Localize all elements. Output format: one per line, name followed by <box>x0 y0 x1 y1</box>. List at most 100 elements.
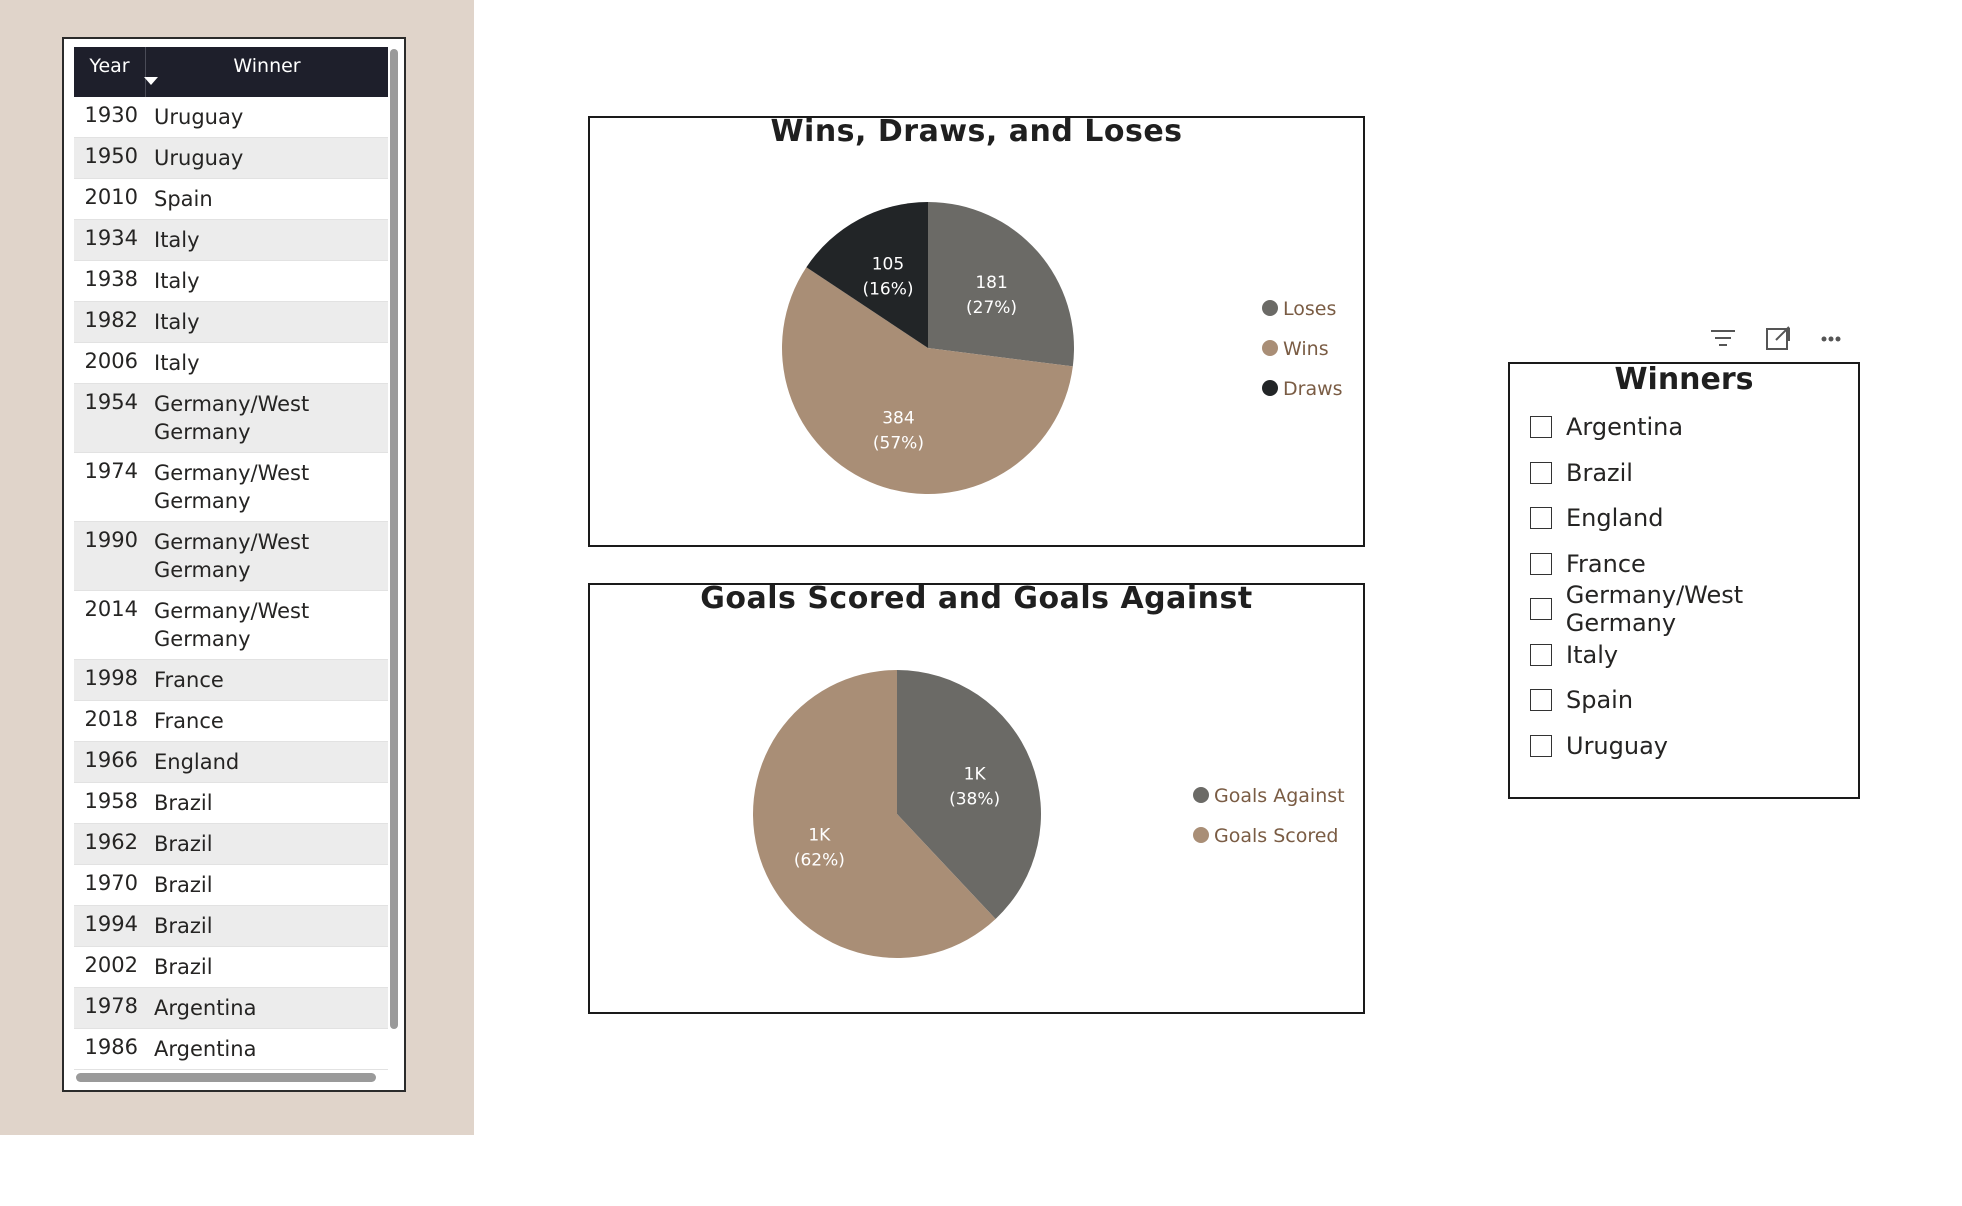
table-row[interactable]: 1970 Brazil <box>74 865 388 906</box>
slicer-item-label: Spain <box>1566 686 1634 714</box>
data-label-percent: (38%) <box>949 789 1000 809</box>
slicer-item-label: England <box>1566 504 1664 532</box>
year-cell: 1966 <box>84 748 138 772</box>
slicer-item[interactable]: France <box>1530 546 1646 582</box>
winner-cell: France <box>154 709 224 733</box>
chart-title: Wins, Draws, and Loses <box>770 114 1183 149</box>
winner-cell: France <box>154 668 224 692</box>
year-cell: 1978 <box>84 994 138 1018</box>
table-body: 1930 Uruguay 1950 Uruguay 2010 Spain 1934 Italy… <box>74 97 388 1070</box>
pie-slice-goals-against[interactable] <box>897 670 1041 919</box>
focus-mode-icon[interactable] <box>1766 326 1790 350</box>
winner-cell: Spain <box>154 187 213 211</box>
year-cell: 1954 <box>84 390 138 414</box>
table-row[interactable]: 1974 Germany/West Germany <box>74 453 388 522</box>
year-header-label: Year <box>89 55 130 77</box>
legend-label[interactable]: Goals Scored <box>1214 825 1338 847</box>
pie-slice-draws[interactable] <box>806 202 928 348</box>
filter-icon[interactable] <box>1711 330 1735 346</box>
table-row[interactable]: 2010 Spain <box>74 179 388 220</box>
winners-table[interactable]: Year Winner 1930 Uruguay 1950 Uruguay 2010 Sp… <box>62 37 406 1092</box>
slicer-item[interactable]: Argentina <box>1530 409 1683 445</box>
checkbox[interactable] <box>1530 507 1552 529</box>
slicer-item[interactable]: Brazil <box>1530 455 1633 491</box>
slicer-item-label: Italy <box>1566 640 1619 669</box>
year-cell: 1934 <box>84 226 138 250</box>
table-row[interactable]: 1962 Brazil <box>74 824 388 865</box>
legend-label[interactable]: Goals Against <box>1214 785 1345 807</box>
more-options-icon[interactable] <box>1821 336 1841 342</box>
data-label-percent: (27%) <box>966 298 1017 318</box>
checkbox[interactable] <box>1530 643 1552 666</box>
year-cell: 1962 <box>84 830 138 854</box>
slicer-title: Winners <box>1614 362 1754 397</box>
slicer-item-label: Uruguay <box>1566 731 1668 760</box>
table-row[interactable]: 1978 Argentina <box>74 988 388 1029</box>
year-cell: 2018 <box>84 707 138 731</box>
checkbox[interactable] <box>1530 734 1552 757</box>
winner-cell: Argentina <box>154 1037 257 1061</box>
year-cell: 1950 <box>84 144 138 168</box>
winner-cell: Germany/West Germany <box>154 599 310 651</box>
slicer-item[interactable]: Italy <box>1530 637 1618 673</box>
table-row[interactable]: 1982 Italy <box>74 302 388 343</box>
table-row[interactable]: 1938 Italy <box>74 261 388 302</box>
table-row[interactable]: 2006 Italy <box>74 343 388 384</box>
vertical-scrollbar[interactable] <box>390 49 398 1029</box>
table-row[interactable]: 2002 Brazil <box>74 947 388 988</box>
winner-cell: Brazil <box>154 791 213 815</box>
checkbox[interactable] <box>1530 461 1552 484</box>
table-header: Year Winner <box>74 47 388 97</box>
year-cell: 2006 <box>84 349 138 373</box>
winner-cell: Germany/West Germany <box>154 461 310 513</box>
wins-draws-loses-chart[interactable]: Wins, Draws, and Loses 181 (27%) 384 (57%) 1… <box>588 114 1365 547</box>
checkbox[interactable] <box>1530 598 1552 620</box>
column-header-winner[interactable]: Winner <box>146 47 388 97</box>
table-row[interactable]: 1966 England <box>74 742 388 783</box>
slicer-item-label: Argentina <box>1566 413 1684 441</box>
winner-cell: Italy <box>154 351 200 375</box>
pie-slice-loses[interactable] <box>928 202 1074 367</box>
slicer-item[interactable]: Germany/West Germany <box>1530 581 1858 637</box>
slicer-item[interactable]: Uruguay <box>1530 728 1668 764</box>
table-row[interactable]: 1994 Brazil <box>74 906 388 947</box>
pie-slice-goals-scored[interactable] <box>753 670 996 958</box>
legend-marker <box>1262 300 1278 316</box>
slicer-item[interactable]: England <box>1530 500 1663 536</box>
table-row[interactable]: 1954 Germany/West Germany <box>74 384 388 453</box>
table-row[interactable]: 1930 Uruguay <box>74 97 388 138</box>
table-row[interactable]: 2018 France <box>74 701 388 742</box>
winner-cell: Italy <box>154 310 200 334</box>
table-row[interactable]: 1990 Germany/West Germany <box>74 522 388 591</box>
slicer-item[interactable]: Spain <box>1530 682 1633 718</box>
table-row[interactable]: 2014 Germany/West Germany <box>74 591 388 660</box>
year-cell: 2010 <box>84 185 138 209</box>
winner-header-label: Winner <box>233 55 301 77</box>
table-row[interactable]: 1986 Argentina <box>74 1029 388 1070</box>
pie-slice-wins[interactable] <box>782 267 1073 495</box>
table-row[interactable]: 1998 France <box>74 660 388 701</box>
horizontal-scrollbar[interactable] <box>76 1073 376 1082</box>
goals-chart[interactable]: Goals Scored and Goals Against 1K (38%) 1K… <box>588 581 1365 1014</box>
legend-label[interactable]: Draws <box>1283 378 1343 400</box>
slicer-item-label: France <box>1566 549 1646 578</box>
year-cell: 1990 <box>84 528 138 552</box>
table-row[interactable]: 1958 Brazil <box>74 783 388 824</box>
column-header-year[interactable]: Year <box>74 47 146 97</box>
winner-cell: Brazil <box>154 955 213 979</box>
winners-slicer: Winners Argentina Brazil England France Germ… <box>1508 362 1860 799</box>
legend-label[interactable]: Wins <box>1283 338 1329 360</box>
slicer-item-label: Brazil <box>1566 458 1633 487</box>
checkbox[interactable] <box>1530 416 1552 438</box>
sort-descending-icon[interactable] <box>144 77 158 85</box>
year-cell: 1974 <box>84 459 138 483</box>
table-row[interactable]: 1934 Italy <box>74 220 388 261</box>
data-label-percent: (62%) <box>794 851 845 871</box>
data-label-value: 384 <box>882 408 914 428</box>
data-label-value: 1K <box>964 764 987 784</box>
legend-marker <box>1193 787 1209 803</box>
checkbox[interactable] <box>1530 689 1552 711</box>
legend-label[interactable]: Loses <box>1283 298 1336 320</box>
table-row[interactable]: 1950 Uruguay <box>74 138 388 179</box>
checkbox[interactable] <box>1530 552 1552 575</box>
